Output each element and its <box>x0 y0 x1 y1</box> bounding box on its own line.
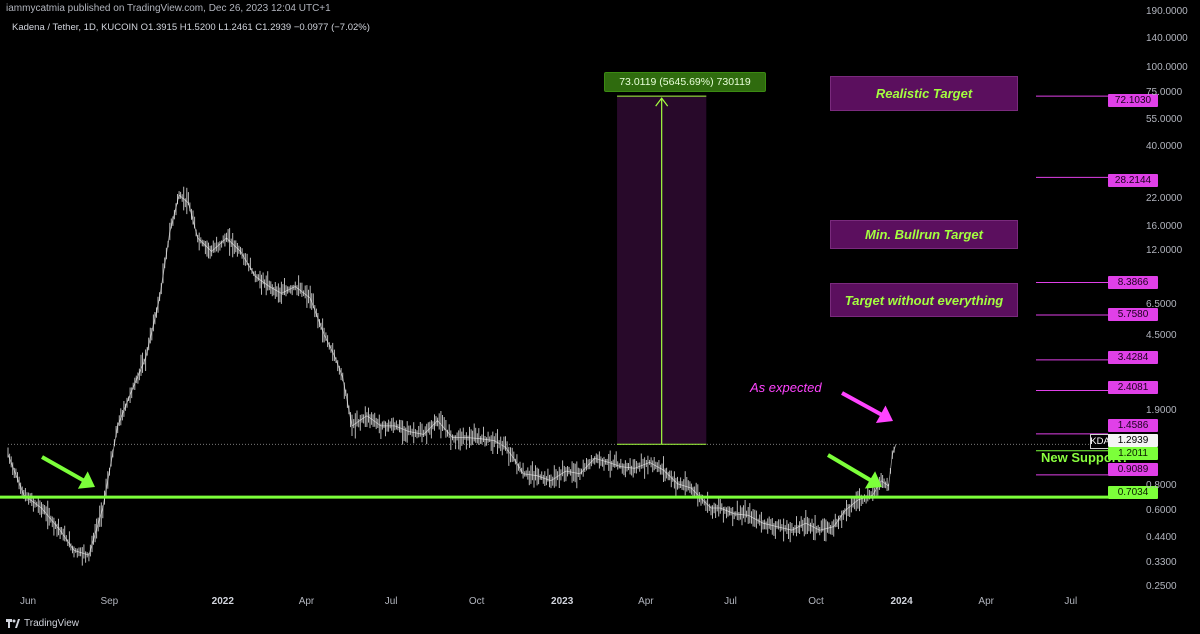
as-expected-label: As expected <box>750 380 822 395</box>
tradingview-brand-text: TradingView <box>24 618 80 629</box>
current-price-tag: 1.2939 <box>1108 434 1158 447</box>
x-tick-label: Sep <box>100 596 119 607</box>
target-without-everything-box[interactable]: Target without everything <box>830 283 1018 317</box>
y-tick-label: 6.5000 <box>1146 298 1177 310</box>
tradingview-logo-icon <box>6 619 20 628</box>
y-tick-label: 0.2500 <box>1146 580 1177 592</box>
measure-arrow-head <box>655 97 669 107</box>
x-tick-label: Apr <box>978 596 994 607</box>
y-tick-label: 0.3300 <box>1146 556 1177 568</box>
y-tick-label: 16.0000 <box>1146 220 1183 232</box>
x-tick-label: Jul <box>724 596 737 607</box>
candles-group <box>7 186 1090 566</box>
y-tick-label: 140.0000 <box>1146 32 1188 44</box>
price-tag-0-90: 0.9089 <box>1108 463 1158 476</box>
price-tag-72: 72.1030 <box>1108 94 1158 107</box>
price-tag-3: 3.4284 <box>1108 351 1158 364</box>
price-line <box>7 194 897 556</box>
pink-arrow <box>841 391 893 423</box>
x-tick-label: Jul <box>384 596 398 607</box>
realistic-target-box[interactable]: Realistic Target <box>830 76 1018 111</box>
price-tag-5: 5.7580 <box>1108 308 1158 321</box>
y-tick-label: 12.0000 <box>1146 245 1183 257</box>
y-tick-label: 22.0000 <box>1146 192 1183 204</box>
symbol-info: Kadena / Tether, 1D, KUCOIN O1.3915 H1.5… <box>12 22 370 33</box>
footer-bar <box>0 614 1200 634</box>
y-tick-label: 0.4400 <box>1146 531 1177 543</box>
y-tick-label: 4.5000 <box>1146 330 1177 342</box>
green-arrow-right <box>827 453 882 489</box>
price-tag-2: 2.4081 <box>1108 381 1158 394</box>
y-tick-label: 0.8000 <box>1146 479 1177 491</box>
x-tick-label: Apr <box>298 596 315 607</box>
y-tick-label: 0.6000 <box>1146 504 1177 516</box>
x-tick-label: Oct <box>468 596 485 607</box>
x-tick-label: 2024 <box>890 596 913 607</box>
y-tick-label: 190.0000 <box>1146 6 1188 18</box>
price-tag-28: 28.2144 <box>1108 174 1158 187</box>
green-arrow-left <box>41 455 95 489</box>
min-bullrun-target-label: Min. Bullrun Target <box>865 227 983 242</box>
y-tick-label: 1.9000 <box>1146 405 1177 417</box>
x-tick-label: Oct <box>808 596 824 607</box>
x-tick-label: Apr <box>638 596 654 607</box>
x-tick-label: 2023 <box>551 596 574 607</box>
y-tick-label: 40.0000 <box>1146 141 1183 153</box>
measure-label[interactable]: 73.0119 (5645.69%) 730119 <box>604 72 766 92</box>
x-tick-label: Jun <box>19 596 37 607</box>
y-tick-label: 100.0000 <box>1146 61 1188 73</box>
price-tag-1-45: 1.4586 <box>1108 419 1158 432</box>
tradingview-logo[interactable]: TradingView <box>6 618 79 629</box>
y-tick-label: 75.0000 <box>1146 86 1183 98</box>
y-tick-label: 55.0000 <box>1146 113 1183 125</box>
target-levels-group <box>1036 95 1108 476</box>
realistic-target-label: Realistic Target <box>875 86 973 101</box>
x-tick-label: Jul <box>1064 596 1078 607</box>
support-price-tag: 0.7034 <box>1108 486 1158 499</box>
x-tick-label: 2022 <box>211 596 234 607</box>
target-without-everything-label: Target without everything <box>844 292 1004 308</box>
published-by-text: iammycatmia published on TradingView.com… <box>6 3 331 14</box>
min-bullrun-target-box[interactable]: Min. Bullrun Target <box>830 220 1018 249</box>
measure-tool-group <box>617 95 707 445</box>
new-support-label: New Support? <box>1041 450 1130 465</box>
price-tag-1-20: 1.2011 <box>1108 447 1158 460</box>
price-tag-8: 8.3866 <box>1108 276 1158 289</box>
arrows-group <box>41 391 893 489</box>
